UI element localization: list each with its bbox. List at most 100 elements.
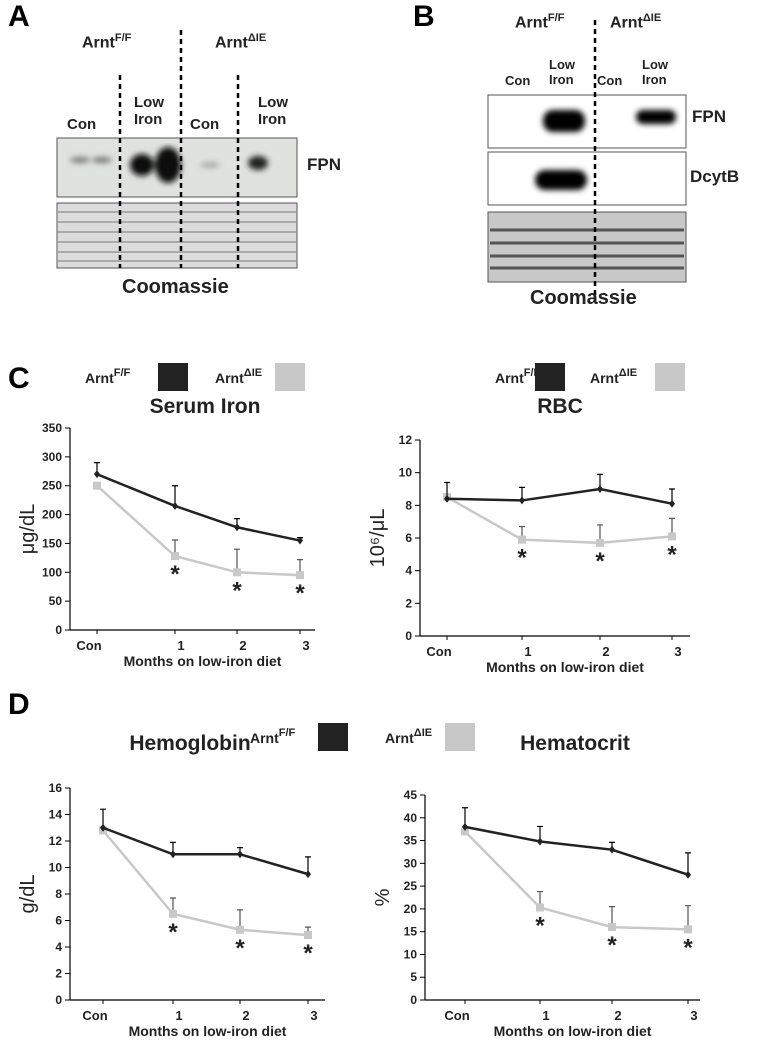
y-tick-label: 15 bbox=[404, 925, 418, 939]
x-tick-label: 1 bbox=[524, 644, 531, 659]
significance: * bbox=[595, 548, 605, 575]
legend-label: ArntΔIE bbox=[215, 367, 262, 386]
y-tick-label: 0 bbox=[55, 623, 62, 637]
legend-sup: ΔIE bbox=[244, 367, 262, 379]
significance: * bbox=[607, 932, 617, 959]
lane-label: Con bbox=[597, 73, 623, 88]
marker bbox=[171, 552, 179, 561]
y-tick-label: 12 bbox=[49, 834, 63, 848]
marker bbox=[170, 850, 176, 859]
coomassie-frame bbox=[487, 211, 687, 283]
marker bbox=[668, 532, 676, 541]
chart-title: Hematocrit bbox=[520, 732, 630, 755]
x-tick-label: 1 bbox=[177, 638, 184, 653]
series-line bbox=[102, 829, 309, 937]
y-tick-label: 8 bbox=[405, 498, 412, 512]
marker bbox=[94, 470, 100, 479]
y-tick-label: 6 bbox=[55, 914, 62, 928]
group-label: ArntΔIE bbox=[610, 12, 661, 33]
marker bbox=[461, 827, 469, 836]
legend-swatch bbox=[158, 363, 188, 391]
series-line bbox=[96, 473, 301, 542]
x-tick-label: 1 bbox=[542, 1008, 549, 1023]
lane-label: Low Iron bbox=[642, 57, 668, 87]
panel-label: D bbox=[8, 688, 30, 721]
y-tick-label: 50 bbox=[49, 594, 63, 608]
y-tick-label: 200 bbox=[42, 508, 62, 522]
series-line bbox=[446, 496, 673, 545]
marker bbox=[537, 837, 543, 846]
panel-label: C bbox=[8, 362, 30, 395]
legend-name: Arnt bbox=[250, 730, 279, 746]
x-tick-label: 2 bbox=[614, 1008, 621, 1023]
marker bbox=[685, 870, 691, 879]
y-tick-label: 4 bbox=[405, 564, 412, 578]
marker bbox=[297, 536, 303, 545]
legend-label: ArntF/F bbox=[85, 367, 131, 386]
y-tick-label: 0 bbox=[410, 993, 417, 1007]
y-tick-label: 8 bbox=[55, 887, 62, 901]
y-tick-label: 150 bbox=[42, 536, 62, 550]
group-label: ArntF/F bbox=[515, 12, 564, 33]
group-label: ArntF/F bbox=[82, 32, 131, 53]
legend-sup: F/F bbox=[279, 727, 296, 739]
significance: * bbox=[667, 541, 677, 568]
y-tick-label: 6 bbox=[405, 531, 412, 545]
stain-label: Coomassie bbox=[530, 287, 637, 309]
y-tick-label: 35 bbox=[404, 834, 418, 848]
marker bbox=[237, 850, 243, 859]
y-tick-label: 14 bbox=[49, 808, 63, 822]
x-tick-label: Con bbox=[444, 1008, 469, 1023]
series-line bbox=[96, 484, 301, 577]
marker bbox=[597, 485, 603, 493]
x-tick-label: 2 bbox=[242, 1008, 249, 1023]
x-tick-label: Con bbox=[426, 644, 451, 659]
coomassie-frame bbox=[56, 202, 298, 269]
marker bbox=[305, 870, 311, 879]
x-tick-label: 2 bbox=[602, 644, 609, 659]
significance: * bbox=[170, 561, 180, 588]
y-tick-label: 40 bbox=[404, 811, 418, 825]
x-tick-label: 3 bbox=[302, 638, 309, 653]
group-sup: ΔIE bbox=[642, 12, 662, 24]
legend-swatch bbox=[318, 723, 348, 751]
series-line bbox=[446, 487, 673, 505]
group-label: ArntΔIE bbox=[215, 32, 266, 53]
group-sup: F/F bbox=[114, 32, 132, 44]
legend-sup: ΔIE bbox=[414, 727, 432, 739]
x-axis-label: Months on low-iron diet bbox=[129, 1023, 287, 1039]
significance: * bbox=[535, 913, 545, 940]
y-tick-label: 2 bbox=[55, 967, 62, 981]
marker bbox=[444, 494, 450, 503]
legend-sup: ΔIE bbox=[619, 367, 637, 379]
legend-name: Arnt bbox=[85, 370, 114, 386]
y-tick-label: 0 bbox=[55, 993, 62, 1007]
chart-title: Hemoglobin bbox=[129, 732, 250, 755]
panel-label: A bbox=[8, 0, 30, 33]
lane-label: Con bbox=[67, 116, 97, 133]
lane-label: Low Iron bbox=[258, 94, 288, 129]
y-tick-label: 30 bbox=[404, 856, 418, 870]
marker bbox=[100, 823, 106, 832]
y-tick-label: 250 bbox=[42, 479, 62, 493]
y-tick-label: 25 bbox=[404, 879, 418, 893]
significance: * bbox=[517, 545, 527, 572]
x-tick-label: 2 bbox=[239, 638, 246, 653]
row-label: DcytB bbox=[690, 167, 740, 186]
row-label: FPN bbox=[692, 107, 726, 126]
marker bbox=[233, 568, 241, 577]
marker bbox=[172, 501, 178, 510]
legend-swatch bbox=[535, 363, 565, 391]
y-tick-label: 12 bbox=[399, 433, 413, 447]
blot-b bbox=[487, 20, 687, 300]
blot-a bbox=[56, 30, 298, 269]
y-axis-label: % bbox=[372, 888, 394, 906]
y-axis-label: 10⁶/μL bbox=[367, 509, 389, 568]
y-tick-label: 5 bbox=[410, 970, 417, 984]
stain-label: Coomassie bbox=[122, 276, 229, 298]
significance: * bbox=[235, 935, 245, 962]
y-tick-label: 16 bbox=[49, 781, 63, 795]
group-sup: ΔIE bbox=[247, 32, 267, 44]
legend-sup: F/F bbox=[114, 367, 131, 379]
